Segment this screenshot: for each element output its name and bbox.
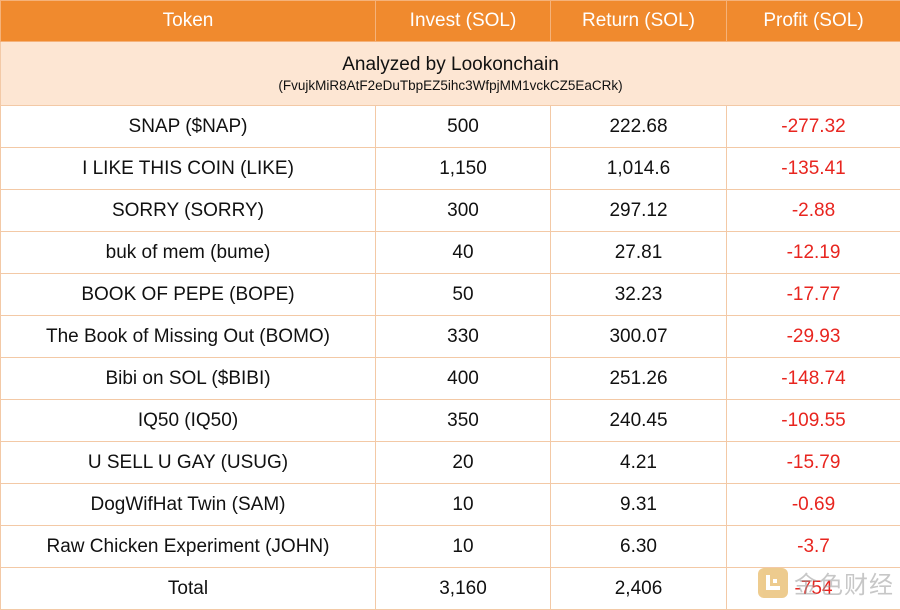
return-cell: 6.30 <box>551 526 727 568</box>
wallet-address: (FvujkMiR8AtF2eDuTbpEZ5ihc3WfpjMM1vckCZ5… <box>1 77 900 95</box>
analyzed-cell: Analyzed by Lookonchain (FvujkMiR8AtF2eD… <box>1 42 900 106</box>
table-row: BOOK OF PEPE (BOPE) 50 32.23 -17.77 <box>1 274 900 316</box>
profit-cell: -15.79 <box>727 442 900 484</box>
table-row: U SELL U GAY (USUG) 20 4.21 -15.79 <box>1 442 900 484</box>
return-cell: 4.21 <box>551 442 727 484</box>
table-row: buk of mem (bume) 40 27.81 -12.19 <box>1 232 900 274</box>
invest-cell: 350 <box>376 400 551 442</box>
token-cell: Bibi on SOL ($BIBI) <box>1 358 376 400</box>
profit-cell: -148.74 <box>727 358 900 400</box>
profit-cell: -0.69 <box>727 484 900 526</box>
return-cell: 251.26 <box>551 358 727 400</box>
token-cell: SORRY (SORRY) <box>1 190 376 232</box>
return-cell: 27.81 <box>551 232 727 274</box>
golden-finance-logo-icon <box>758 568 788 598</box>
header-token: Token <box>1 1 376 42</box>
watermark: 金色财经 <box>758 565 894 600</box>
watermark-text: 金色财经 <box>794 565 894 600</box>
header-return: Return (SOL) <box>551 1 727 42</box>
token-cell: U SELL U GAY (USUG) <box>1 442 376 484</box>
return-cell: 222.68 <box>551 106 727 148</box>
return-cell: 240.45 <box>551 400 727 442</box>
token-cell: Raw Chicken Experiment (JOHN) <box>1 526 376 568</box>
invest-cell: 1,150 <box>376 148 551 190</box>
analyzed-title: Analyzed by Lookonchain <box>1 52 900 78</box>
total-return: 2,406 <box>551 568 727 610</box>
token-cell: BOOK OF PEPE (BOPE) <box>1 274 376 316</box>
profit-cell: -135.41 <box>727 148 900 190</box>
analyzed-row: Analyzed by Lookonchain (FvujkMiR8AtF2eD… <box>1 42 900 106</box>
invest-cell: 10 <box>376 484 551 526</box>
token-cell: I LIKE THIS COIN (LIKE) <box>1 148 376 190</box>
profit-cell: -29.93 <box>727 316 900 358</box>
invest-cell: 330 <box>376 316 551 358</box>
total-label: Total <box>1 568 376 610</box>
table-row: Raw Chicken Experiment (JOHN) 10 6.30 -3… <box>1 526 900 568</box>
invest-cell: 10 <box>376 526 551 568</box>
token-cell: The Book of Missing Out (BOMO) <box>1 316 376 358</box>
token-cell: IQ50 (IQ50) <box>1 400 376 442</box>
profit-cell: -109.55 <box>727 400 900 442</box>
profit-cell: -277.32 <box>727 106 900 148</box>
header-invest: Invest (SOL) <box>376 1 551 42</box>
return-cell: 9.31 <box>551 484 727 526</box>
token-cell: DogWifHat Twin (SAM) <box>1 484 376 526</box>
return-cell: 297.12 <box>551 190 727 232</box>
token-cell: buk of mem (bume) <box>1 232 376 274</box>
invest-cell: 400 <box>376 358 551 400</box>
return-cell: 1,014.6 <box>551 148 727 190</box>
invest-cell: 500 <box>376 106 551 148</box>
profit-cell: -17.77 <box>727 274 900 316</box>
invest-cell: 20 <box>376 442 551 484</box>
table-row: SORRY (SORRY) 300 297.12 -2.88 <box>1 190 900 232</box>
return-cell: 32.23 <box>551 274 727 316</box>
table-row: DogWifHat Twin (SAM) 10 9.31 -0.69 <box>1 484 900 526</box>
table-row: Bibi on SOL ($BIBI) 400 251.26 -148.74 <box>1 358 900 400</box>
header-row: Token Invest (SOL) Return (SOL) Profit (… <box>1 1 900 42</box>
table-row: IQ50 (IQ50) 350 240.45 -109.55 <box>1 400 900 442</box>
invest-cell: 300 <box>376 190 551 232</box>
profit-cell: -3.7 <box>727 526 900 568</box>
return-cell: 300.07 <box>551 316 727 358</box>
table-row: I LIKE THIS COIN (LIKE) 1,150 1,014.6 -1… <box>1 148 900 190</box>
header-profit: Profit (SOL) <box>727 1 900 42</box>
profit-cell: -12.19 <box>727 232 900 274</box>
profit-cell: -2.88 <box>727 190 900 232</box>
invest-cell: 50 <box>376 274 551 316</box>
table-row: SNAP ($NAP) 500 222.68 -277.32 <box>1 106 900 148</box>
table-row: The Book of Missing Out (BOMO) 330 300.0… <box>1 316 900 358</box>
token-cell: SNAP ($NAP) <box>1 106 376 148</box>
total-invest: 3,160 <box>376 568 551 610</box>
invest-cell: 40 <box>376 232 551 274</box>
